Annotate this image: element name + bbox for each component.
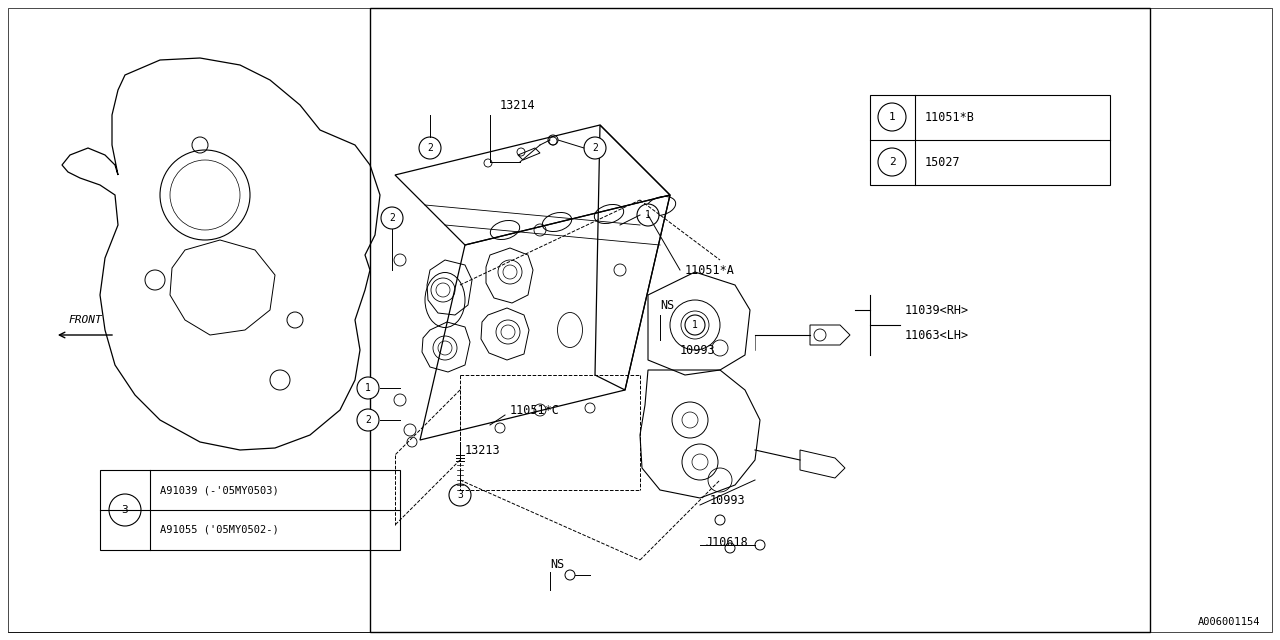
Text: 11051*C: 11051*C	[509, 403, 559, 417]
Circle shape	[637, 204, 659, 226]
Text: 2: 2	[365, 415, 371, 425]
Text: 2: 2	[428, 143, 433, 153]
Circle shape	[109, 494, 141, 526]
Text: 2: 2	[888, 157, 896, 167]
Text: 2: 2	[389, 213, 396, 223]
Text: J10618: J10618	[705, 536, 748, 548]
Text: A91055 ('05MY0502-): A91055 ('05MY0502-)	[160, 525, 279, 535]
Circle shape	[357, 377, 379, 399]
Text: A006001154: A006001154	[1198, 617, 1260, 627]
Text: 13214: 13214	[500, 99, 535, 111]
Text: 3: 3	[122, 505, 128, 515]
Text: 1: 1	[888, 112, 896, 122]
Text: 3: 3	[457, 490, 463, 500]
Text: 15027: 15027	[925, 156, 960, 168]
Text: 1: 1	[365, 383, 371, 393]
Text: 11051*A: 11051*A	[685, 264, 735, 276]
Text: 10993: 10993	[710, 493, 746, 506]
Circle shape	[419, 137, 442, 159]
Circle shape	[584, 137, 605, 159]
Text: 11039<RH>: 11039<RH>	[905, 303, 969, 317]
Circle shape	[381, 207, 403, 229]
Text: 1: 1	[692, 320, 698, 330]
Text: FRONT: FRONT	[68, 315, 102, 325]
Circle shape	[878, 148, 906, 176]
Circle shape	[685, 315, 705, 335]
Text: 13213: 13213	[465, 444, 500, 456]
Circle shape	[449, 484, 471, 506]
Text: NS: NS	[660, 298, 675, 312]
Text: 11051*B: 11051*B	[925, 111, 975, 124]
Text: A91039 (-'05MY0503): A91039 (-'05MY0503)	[160, 485, 279, 495]
Text: NS: NS	[550, 559, 564, 572]
Text: 10993: 10993	[680, 344, 716, 356]
Text: 1: 1	[645, 210, 652, 220]
Text: 2: 2	[593, 143, 598, 153]
Circle shape	[357, 409, 379, 431]
Text: 11063<LH>: 11063<LH>	[905, 328, 969, 342]
Circle shape	[878, 103, 906, 131]
